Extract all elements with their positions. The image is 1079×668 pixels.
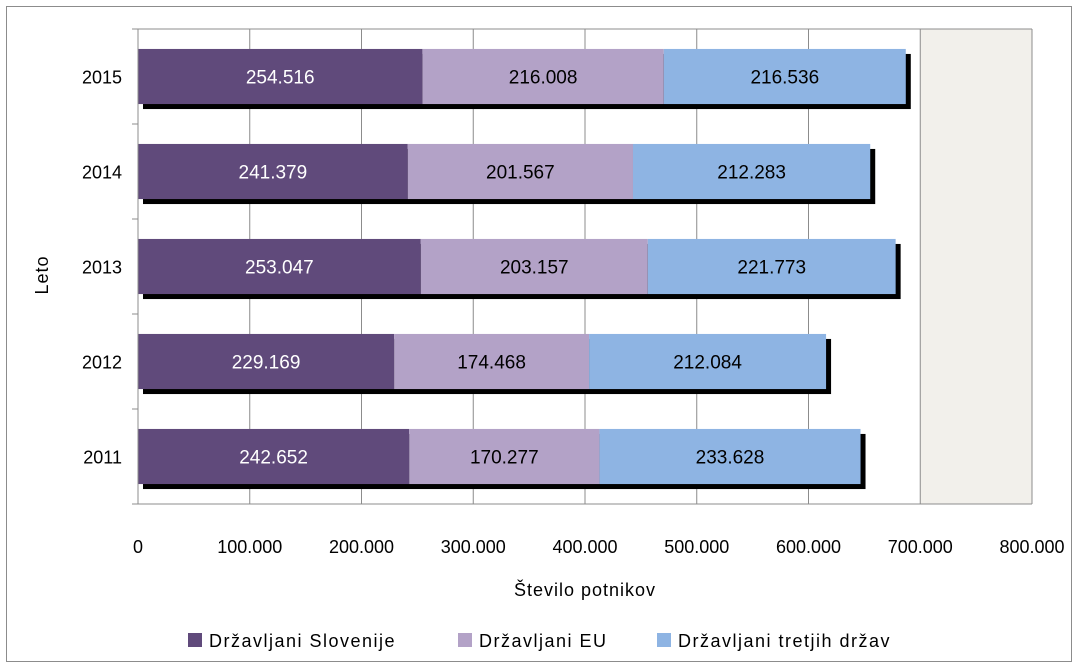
data-label: 201.567 — [486, 163, 555, 184]
y-axis-title: Leto — [32, 255, 52, 294]
data-label: 216.008 — [509, 68, 578, 89]
legend-swatch — [188, 633, 202, 647]
bar-segment — [138, 238, 421, 295]
x-tick-label: 800.000 — [999, 537, 1064, 557]
data-label: 203.157 — [500, 258, 569, 279]
data-label: 242.652 — [239, 448, 308, 469]
y-tick-label: 2012 — [82, 353, 122, 373]
bar-segment — [138, 143, 408, 200]
data-label: 233.628 — [696, 448, 765, 469]
data-label: 229.169 — [232, 353, 301, 374]
bar-segment — [409, 428, 600, 485]
bar-segment — [420, 238, 648, 295]
data-label: 174.468 — [457, 353, 526, 374]
bar-segment — [138, 333, 395, 390]
data-label: 212.283 — [717, 163, 786, 184]
legend: Državljani Slovenije Državljani EU Državlj… — [188, 631, 891, 651]
x-tick-label: 500.000 — [664, 537, 729, 557]
data-label: 254.516 — [246, 68, 315, 89]
bar-segment — [407, 143, 633, 200]
x-tick-label: 700.000 — [888, 537, 953, 557]
y-tick-label: 2011 — [83, 448, 122, 468]
data-label: 212.084 — [673, 353, 742, 374]
x-tick-label: 600.000 — [776, 537, 841, 557]
legend-swatch — [458, 633, 472, 647]
bar-segment — [632, 143, 871, 200]
x-tick-label: 300.000 — [441, 537, 506, 557]
bar-segment — [422, 48, 664, 105]
bar-segment — [589, 333, 827, 390]
data-label: 253.047 — [245, 258, 314, 279]
bar-segment — [394, 333, 590, 390]
data-label: 216.536 — [750, 68, 819, 89]
y-tick-label: 2015 — [82, 68, 122, 88]
bar-segment — [138, 428, 410, 485]
x-axis-title: Število potnikov — [514, 579, 656, 600]
x-tick-label: 400.000 — [552, 537, 617, 557]
bar-segment — [663, 48, 906, 105]
bar-segment — [138, 48, 423, 105]
y-tick-label: 2013 — [82, 258, 122, 278]
x-tick-label: 100.000 — [217, 537, 282, 557]
legend-label: Državljani EU — [479, 631, 608, 651]
x-tick-label: 200.000 — [329, 537, 394, 557]
bar-segment — [599, 428, 861, 485]
plot-area-shade — [920, 29, 1032, 504]
bar-segment — [647, 238, 896, 295]
legend-label: Državljani tretjih držav — [678, 631, 891, 651]
legend-swatch — [657, 633, 671, 647]
data-label: 241.379 — [239, 163, 308, 184]
y-tick-label: 2014 — [82, 163, 122, 183]
data-label: 170.277 — [470, 448, 539, 469]
x-tick-label: 0 — [133, 537, 143, 557]
data-label: 221.773 — [737, 258, 806, 279]
legend-label: Državljani Slovenije — [209, 631, 396, 651]
